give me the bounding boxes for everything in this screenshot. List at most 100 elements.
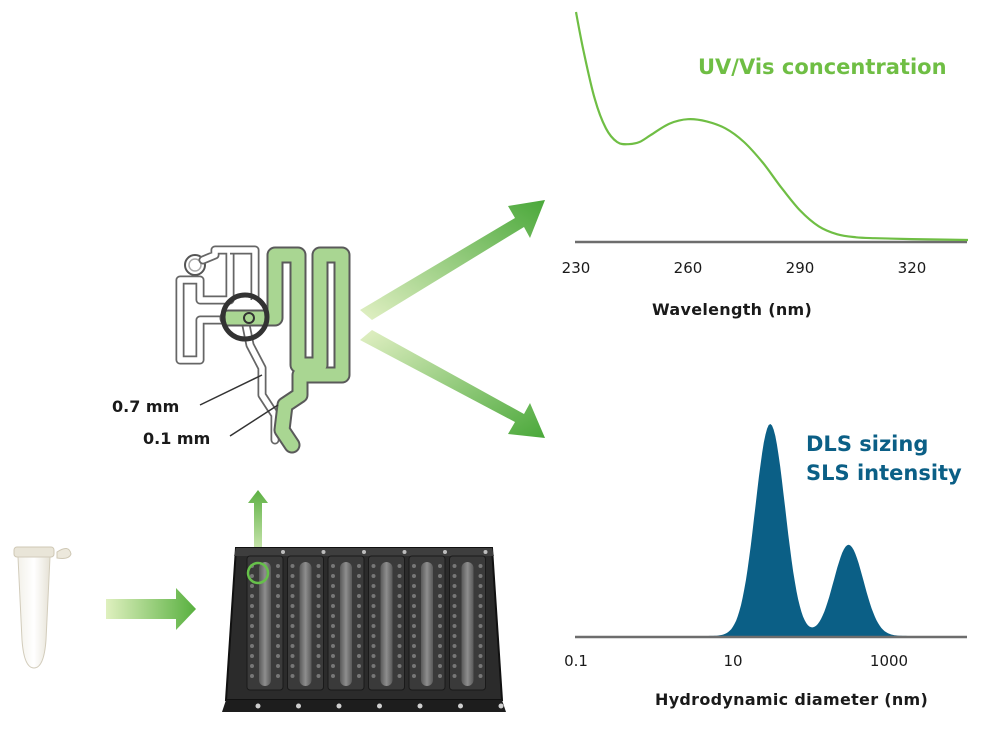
- plate-well: [331, 624, 335, 628]
- plate-well: [438, 604, 442, 608]
- plate-well: [250, 664, 254, 668]
- plate-well: [478, 614, 483, 618]
- plate-well: [316, 674, 321, 678]
- plate-lane-channel: [299, 562, 312, 686]
- dls-chart: [575, 424, 968, 639]
- plate-well: [290, 634, 295, 638]
- plate-well: [452, 584, 457, 588]
- plate-well: [478, 624, 483, 628]
- plate-well: [371, 604, 376, 608]
- plate-well: [331, 644, 335, 648]
- arrow-to-uv-chart: [360, 200, 545, 320]
- dls-tick-label: 0.1: [564, 652, 588, 670]
- plate-well: [412, 564, 416, 568]
- plate-well: [357, 574, 361, 578]
- plate-well: [397, 654, 402, 658]
- plate-well: [357, 614, 361, 618]
- plate-lane-channel: [421, 562, 433, 686]
- plate-well: [397, 624, 402, 628]
- plate-well: [478, 644, 483, 648]
- plate-well: [438, 614, 442, 618]
- plate-well: [397, 604, 402, 608]
- plate-well: [371, 614, 376, 618]
- plate-well: [357, 584, 361, 588]
- dls-tick-label: 1000: [869, 652, 909, 670]
- plate-well: [438, 574, 442, 578]
- plate-well: [397, 594, 402, 598]
- plate-well: [438, 584, 442, 588]
- plate-well: [371, 654, 376, 658]
- plate-screw: [417, 703, 423, 709]
- plate-well: [452, 624, 457, 628]
- plate-well: [316, 654, 321, 658]
- plate-screw: [336, 703, 342, 709]
- plate-well: [357, 674, 361, 678]
- plate-well: [478, 604, 483, 608]
- dls-tick-label: 10: [723, 652, 743, 670]
- plate-well: [316, 604, 321, 608]
- plate-well: [478, 634, 483, 638]
- plate-well: [412, 654, 416, 658]
- plate-well: [412, 604, 416, 608]
- plate-well: [438, 594, 442, 598]
- plate-well: [250, 644, 254, 648]
- plate-well: [250, 634, 254, 638]
- plate-well: [397, 664, 402, 668]
- plate-lane-channel: [259, 562, 271, 686]
- plate-well: [357, 604, 361, 608]
- plate-well: [290, 614, 295, 618]
- plate-well: [290, 584, 295, 588]
- sample-well-highlight: [246, 561, 270, 585]
- plate-well: [276, 614, 280, 618]
- plate-screw: [255, 703, 261, 709]
- plate-well: [276, 594, 280, 598]
- microfluidic-chip: [175, 245, 351, 454]
- uv-tick-label: 230: [561, 259, 591, 277]
- plate-well: [371, 584, 376, 588]
- arrow-to-dls-chart: [360, 330, 545, 438]
- dls-annotation-sizing: DLS sizing: [806, 432, 929, 456]
- plate-well: [276, 674, 280, 678]
- plate-well: [250, 574, 254, 578]
- plate-well: [331, 664, 335, 668]
- plate-well: [276, 624, 280, 628]
- plate-well: [331, 674, 335, 678]
- arrow-to-plate: [106, 588, 196, 630]
- plate-well: [357, 624, 361, 628]
- plate-well: [371, 624, 376, 628]
- plate-well: [250, 624, 254, 628]
- leader-wide: [199, 374, 263, 406]
- plate-well: [357, 594, 361, 598]
- plate-well: [412, 584, 416, 588]
- plate-well: [290, 574, 295, 578]
- plate-well: [412, 634, 416, 638]
- plate-well: [397, 584, 402, 588]
- plate-well: [438, 634, 442, 638]
- plate-well: [290, 664, 295, 668]
- plate-well: [371, 644, 376, 648]
- uv-annotation: UV/Vis concentration: [698, 55, 947, 79]
- plate-well: [290, 564, 295, 568]
- plate-well: [438, 654, 442, 658]
- plate-well: [276, 664, 280, 668]
- plate-well: [357, 634, 361, 638]
- plate-well: [452, 564, 457, 568]
- plate-well: [316, 574, 321, 578]
- uv-vis-chart: [574, 11, 969, 244]
- plate-well: [290, 654, 295, 658]
- plate-screw: [498, 703, 504, 709]
- uv-tick-label: 320: [897, 259, 927, 277]
- uv-x-axis-title: Wavelength (nm): [652, 300, 813, 319]
- plate-screw: [483, 550, 488, 554]
- plate-well: [316, 644, 321, 648]
- plate-well: [438, 624, 442, 628]
- microfluidic-plate: [222, 547, 506, 712]
- plate-well: [478, 674, 483, 678]
- dls-size-distribution: [576, 424, 968, 636]
- dimension-label-narrow: 0.1 mm: [143, 429, 211, 448]
- plate-well: [478, 574, 483, 578]
- plate-well: [452, 674, 457, 678]
- plate-well: [452, 634, 457, 638]
